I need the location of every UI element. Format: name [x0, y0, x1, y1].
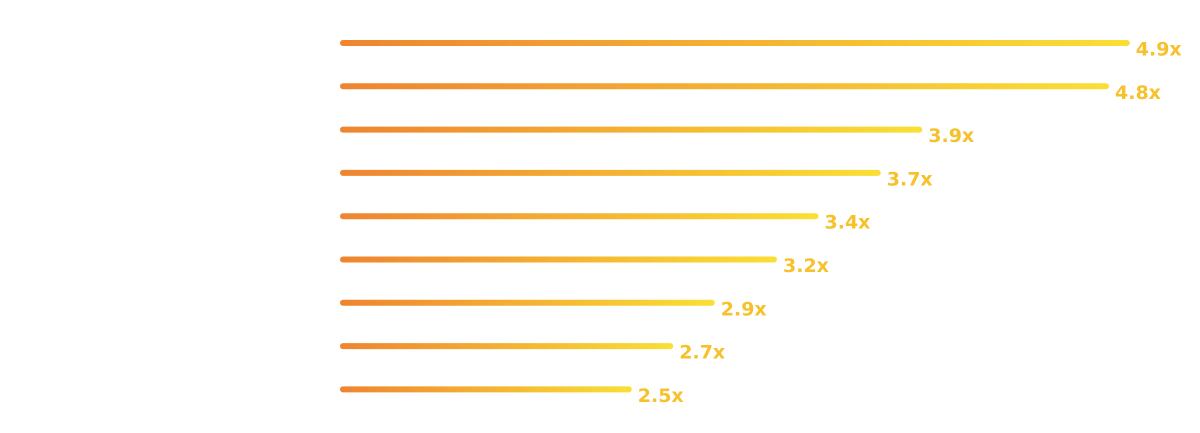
- bar: [340, 40, 1130, 46]
- value-label: 4.9x: [1136, 39, 1182, 61]
- bar: [340, 256, 777, 263]
- bar: [340, 126, 923, 133]
- value-label: 3.2x: [783, 255, 829, 277]
- value-label: 3.7x: [887, 168, 933, 190]
- value-label: 4.8x: [1115, 82, 1161, 104]
- value-label: 2.9x: [721, 298, 767, 320]
- bar: [340, 299, 715, 306]
- value-label: 3.4x: [825, 212, 871, 234]
- bar: [340, 83, 1109, 90]
- bar: [340, 343, 674, 350]
- value-label: 2.7x: [679, 342, 725, 364]
- bar: [340, 213, 819, 220]
- bar: [340, 386, 632, 393]
- value-label: 2.5x: [638, 385, 684, 407]
- bar: [340, 169, 881, 176]
- value-label: 3.9x: [928, 125, 974, 147]
